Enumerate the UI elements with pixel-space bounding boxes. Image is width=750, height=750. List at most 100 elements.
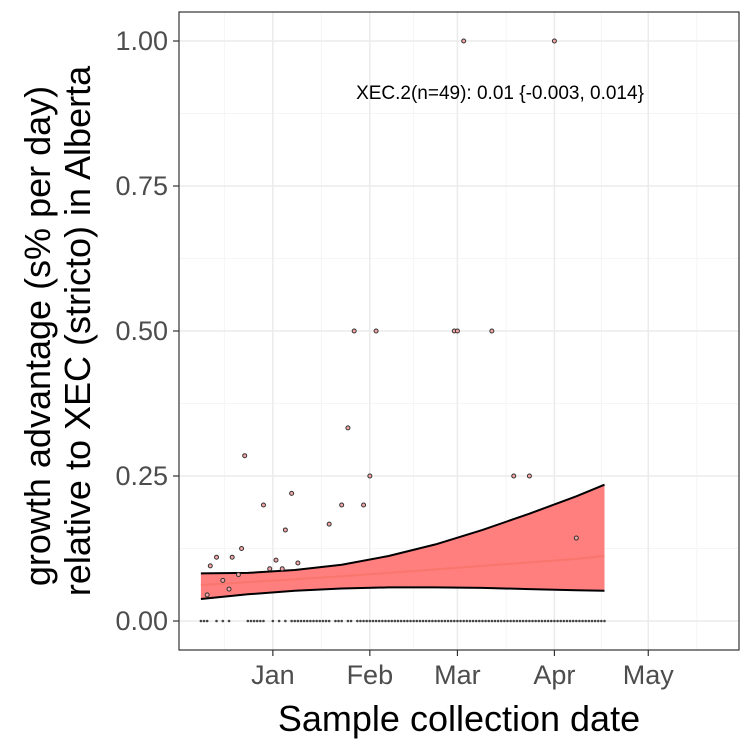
zero-observation-point bbox=[524, 619, 528, 623]
zero-observation-point bbox=[384, 619, 387, 623]
data-point bbox=[204, 592, 210, 598]
zero-observation-point bbox=[581, 619, 584, 623]
y-tick-label: 0.00 bbox=[115, 606, 168, 636]
y-axis-title-line-1: growth advantage (s% per day) bbox=[17, 86, 58, 586]
data-points-layer bbox=[199, 38, 606, 623]
zero-observation-point bbox=[543, 619, 547, 623]
zero-observation-point bbox=[296, 619, 300, 623]
data-point bbox=[454, 328, 460, 334]
zero-observation-point bbox=[453, 619, 456, 623]
data-point bbox=[573, 535, 579, 541]
zero-observation-point bbox=[259, 619, 262, 623]
zero-observation-point bbox=[396, 619, 400, 623]
y-axis-title: growth advantage (s% per day) relative t… bbox=[17, 65, 98, 596]
data-point bbox=[267, 566, 273, 572]
data-point bbox=[373, 328, 379, 334]
data-point bbox=[229, 554, 235, 560]
zero-observation-point bbox=[562, 619, 566, 623]
data-point bbox=[235, 572, 241, 578]
zero-observation-point bbox=[487, 619, 491, 623]
zero-observation-point bbox=[249, 619, 253, 623]
zero-observation-point bbox=[424, 619, 428, 623]
zero-observation-point bbox=[309, 619, 312, 623]
zero-observation-point bbox=[406, 619, 409, 623]
zero-observation-point bbox=[518, 619, 522, 623]
zero-observation-point bbox=[593, 619, 597, 623]
zero-observation-point bbox=[587, 619, 591, 623]
ribbon-lower-edge bbox=[200, 586, 605, 600]
data-point bbox=[207, 563, 213, 569]
zero-observation-point bbox=[600, 619, 603, 623]
zero-observation-point bbox=[390, 619, 394, 623]
zero-observation-point bbox=[596, 619, 600, 623]
zero-observation-point bbox=[484, 619, 487, 623]
ribbon-upper-edge bbox=[200, 483, 605, 575]
zero-observation-point bbox=[359, 619, 362, 623]
zero-observation-point bbox=[549, 619, 553, 623]
zero-observation-point bbox=[221, 619, 225, 623]
data-point bbox=[551, 38, 557, 44]
zero-observation-point bbox=[565, 619, 569, 623]
data-point bbox=[361, 502, 367, 508]
zero-observation-point bbox=[377, 619, 381, 623]
zero-observation-point bbox=[381, 619, 384, 623]
zero-observation-point bbox=[503, 619, 506, 623]
zero-observation-point bbox=[315, 619, 318, 623]
data-point bbox=[282, 527, 288, 533]
zero-observation-point bbox=[462, 619, 465, 623]
zero-observation-point bbox=[427, 619, 431, 623]
zero-observation-point bbox=[578, 619, 581, 623]
data-point bbox=[461, 38, 467, 44]
zero-observation-point bbox=[277, 619, 281, 623]
y-tick-label: 1.00 bbox=[115, 26, 168, 56]
zero-observation-point bbox=[334, 619, 337, 623]
zero-observation-point bbox=[474, 619, 478, 623]
zero-observation-point bbox=[553, 619, 556, 623]
data-point bbox=[289, 490, 295, 496]
zero-observation-point bbox=[227, 619, 231, 623]
zero-observation-point bbox=[393, 619, 397, 623]
zero-observation-point bbox=[559, 619, 562, 623]
zero-observation-point bbox=[374, 619, 378, 623]
zero-observation-point bbox=[318, 619, 322, 623]
zero-observation-point bbox=[546, 619, 550, 623]
zero-observation-point bbox=[584, 619, 588, 623]
x-tick-label: Mar bbox=[434, 660, 481, 690]
data-point bbox=[295, 560, 301, 566]
zero-observation-point bbox=[465, 619, 469, 623]
zero-observation-point bbox=[449, 619, 453, 623]
zero-observation-point bbox=[356, 619, 359, 623]
zero-observation-point bbox=[603, 619, 606, 623]
zero-observation-point bbox=[590, 619, 594, 623]
zero-observation-point bbox=[446, 619, 450, 623]
zero-observation-point bbox=[346, 619, 350, 623]
zero-observation-point bbox=[284, 619, 287, 623]
zero-observation-point bbox=[362, 619, 365, 623]
zero-observation-point bbox=[456, 619, 459, 623]
zero-observation-point bbox=[199, 619, 203, 623]
zero-observation-point bbox=[459, 619, 462, 623]
zero-observation-point bbox=[556, 619, 559, 623]
zero-observation-point bbox=[568, 619, 572, 623]
x-axis-title: Sample collection date bbox=[278, 698, 640, 739]
zero-observation-point bbox=[515, 619, 519, 623]
zero-observation-point bbox=[371, 619, 375, 623]
zero-observation-point bbox=[415, 619, 419, 623]
zero-observation-point bbox=[215, 619, 218, 623]
y-tick-label: 0.75 bbox=[115, 171, 168, 201]
data-point bbox=[220, 577, 226, 583]
zero-observation-point bbox=[255, 619, 259, 623]
data-point bbox=[214, 554, 220, 560]
zero-observation-point bbox=[271, 619, 275, 623]
zero-observation-point bbox=[481, 619, 484, 623]
zero-observation-point bbox=[540, 619, 544, 623]
zero-observation-point bbox=[490, 619, 494, 623]
zero-observation-point bbox=[499, 619, 503, 623]
zero-observation-point bbox=[252, 619, 256, 623]
zero-observation-point bbox=[437, 619, 440, 623]
zero-observation-point bbox=[302, 619, 306, 623]
data-point bbox=[367, 473, 373, 479]
zero-observation-point bbox=[262, 619, 265, 623]
data-point bbox=[260, 502, 266, 508]
zero-observation-point bbox=[368, 619, 372, 623]
